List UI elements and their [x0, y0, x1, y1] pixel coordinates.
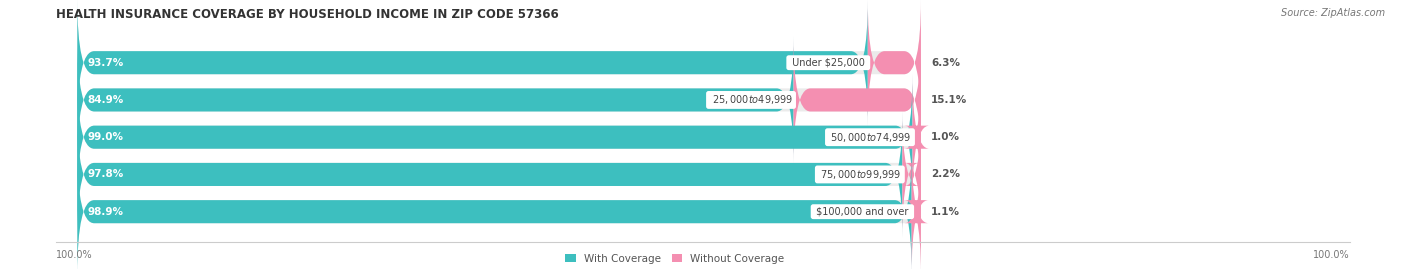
Text: $25,000 to $49,999: $25,000 to $49,999	[709, 93, 793, 107]
FancyBboxPatch shape	[77, 0, 921, 126]
FancyBboxPatch shape	[77, 74, 921, 200]
Text: 99.0%: 99.0%	[87, 132, 124, 142]
FancyBboxPatch shape	[77, 74, 912, 200]
FancyBboxPatch shape	[77, 149, 911, 269]
Text: 97.8%: 97.8%	[87, 169, 124, 179]
Text: 93.7%: 93.7%	[87, 58, 124, 68]
FancyBboxPatch shape	[77, 37, 793, 163]
Text: 1.1%: 1.1%	[931, 207, 960, 217]
Text: 100.0%: 100.0%	[56, 250, 93, 260]
Text: 2.2%: 2.2%	[931, 169, 960, 179]
Text: 1.0%: 1.0%	[931, 132, 960, 142]
Text: Source: ZipAtlas.com: Source: ZipAtlas.com	[1281, 8, 1385, 18]
Text: $75,000 to $99,999: $75,000 to $99,999	[817, 168, 903, 181]
FancyBboxPatch shape	[77, 111, 921, 237]
Text: $100,000 and over: $100,000 and over	[813, 207, 911, 217]
Text: 6.3%: 6.3%	[931, 58, 960, 68]
Text: 98.9%: 98.9%	[87, 207, 124, 217]
Text: 100.0%: 100.0%	[1313, 250, 1350, 260]
FancyBboxPatch shape	[77, 37, 921, 163]
Text: HEALTH INSURANCE COVERAGE BY HOUSEHOLD INCOME IN ZIP CODE 57366: HEALTH INSURANCE COVERAGE BY HOUSEHOLD I…	[56, 8, 560, 21]
Legend: With Coverage, Without Coverage: With Coverage, Without Coverage	[565, 254, 785, 264]
Text: 15.1%: 15.1%	[931, 95, 967, 105]
FancyBboxPatch shape	[904, 74, 929, 200]
FancyBboxPatch shape	[77, 149, 921, 269]
FancyBboxPatch shape	[904, 149, 928, 269]
FancyBboxPatch shape	[77, 0, 868, 126]
Text: 84.9%: 84.9%	[87, 95, 124, 105]
FancyBboxPatch shape	[868, 0, 921, 126]
FancyBboxPatch shape	[77, 111, 903, 237]
Text: Under $25,000: Under $25,000	[789, 58, 868, 68]
FancyBboxPatch shape	[793, 37, 921, 163]
FancyBboxPatch shape	[903, 111, 921, 237]
Text: $50,000 to $74,999: $50,000 to $74,999	[828, 131, 912, 144]
